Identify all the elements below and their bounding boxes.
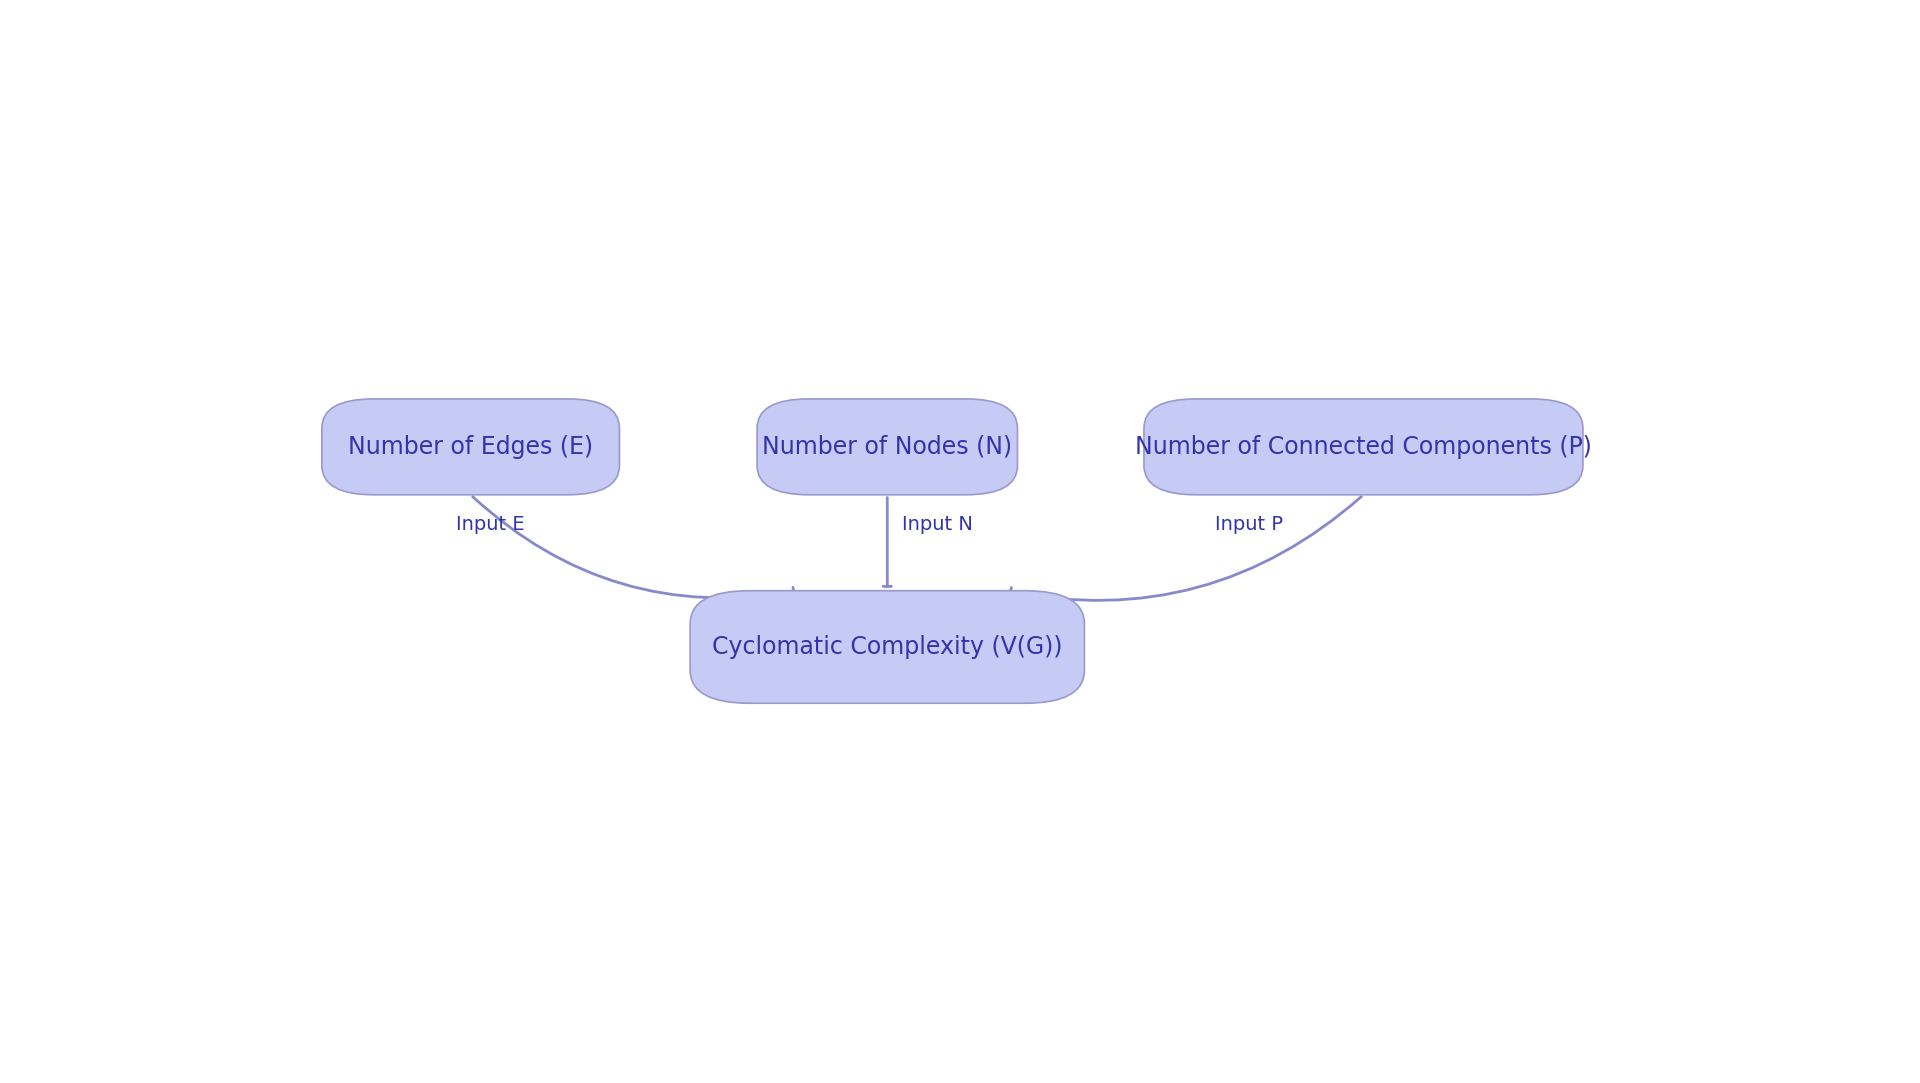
FancyBboxPatch shape bbox=[323, 399, 620, 495]
FancyBboxPatch shape bbox=[756, 399, 1018, 495]
Text: Input E: Input E bbox=[455, 516, 524, 534]
Text: Number of Connected Components (P): Number of Connected Components (P) bbox=[1135, 435, 1592, 459]
Text: Input P: Input P bbox=[1215, 516, 1283, 534]
Text: Number of Nodes (N): Number of Nodes (N) bbox=[762, 435, 1012, 459]
Text: Number of Edges (E): Number of Edges (E) bbox=[348, 435, 593, 459]
Text: Cyclomatic Complexity (V(G)): Cyclomatic Complexity (V(G)) bbox=[712, 635, 1062, 658]
FancyBboxPatch shape bbox=[689, 590, 1085, 703]
FancyBboxPatch shape bbox=[1144, 399, 1582, 495]
Text: Input N: Input N bbox=[902, 516, 973, 534]
